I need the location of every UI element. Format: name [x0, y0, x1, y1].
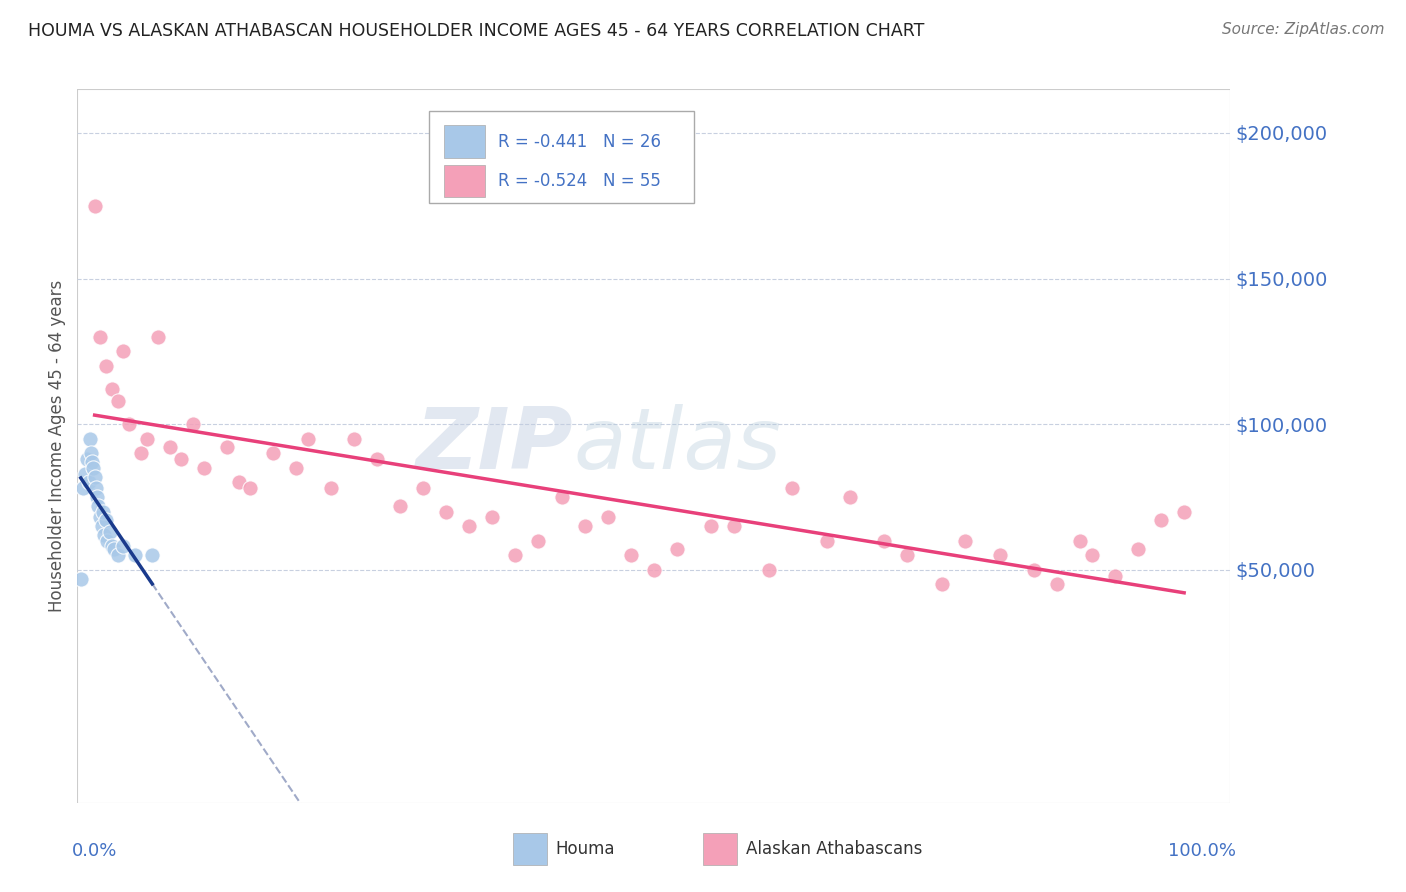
Point [815, 533, 838, 548]
Point [838, 490, 860, 504]
Point [96, 513, 118, 527]
Point [620, 548, 643, 562]
Point [93, 528, 115, 542]
Point [129, 446, 152, 460]
Point [89, 510, 111, 524]
Point [228, 475, 250, 490]
Point [1024, 563, 1046, 577]
Point [101, 540, 124, 554]
Point [90, 519, 112, 533]
Text: R = -0.524   N = 55: R = -0.524 N = 55 [498, 172, 661, 190]
Text: HOUMA VS ALASKAN ATHABASCAN HOUSEHOLDER INCOME AGES 45 - 64 YEARS CORRELATION CH: HOUMA VS ALASKAN ATHABASCAN HOUSEHOLDER … [28, 22, 925, 40]
Point [135, 432, 157, 446]
Point [107, 393, 129, 408]
Point [91, 504, 114, 518]
Point [1173, 504, 1195, 518]
Point [86, 490, 108, 504]
Point [193, 460, 215, 475]
Point [82, 460, 104, 475]
Point [481, 510, 503, 524]
Point [262, 446, 284, 460]
Point [723, 519, 745, 533]
Point [75, 467, 97, 481]
FancyBboxPatch shape [444, 164, 485, 197]
Point [389, 499, 412, 513]
Point [596, 510, 619, 524]
Point [1069, 533, 1091, 548]
Point [80, 446, 103, 460]
Text: 0.0%: 0.0% [72, 842, 117, 860]
Point [643, 563, 665, 577]
Point [217, 441, 239, 455]
Point [124, 548, 146, 562]
Point [527, 533, 550, 548]
Point [159, 441, 181, 455]
Point [87, 499, 110, 513]
Point [1104, 568, 1126, 582]
Text: R = -0.441   N = 26: R = -0.441 N = 26 [498, 133, 661, 151]
Point [412, 481, 434, 495]
Point [896, 548, 918, 562]
FancyBboxPatch shape [444, 125, 485, 158]
Y-axis label: Householder Income Ages 45 - 64 years: Householder Income Ages 45 - 64 years [48, 280, 66, 612]
Point [181, 417, 204, 432]
Point [101, 382, 124, 396]
Point [758, 563, 780, 577]
Point [319, 481, 342, 495]
Point [953, 533, 976, 548]
Point [1126, 542, 1149, 557]
Point [82, 455, 104, 469]
Point [76, 452, 98, 467]
Point [931, 577, 953, 591]
Point [239, 481, 262, 495]
Point [170, 452, 193, 467]
Text: atlas: atlas [574, 404, 782, 488]
Point [84, 481, 107, 495]
Point [297, 432, 319, 446]
FancyBboxPatch shape [513, 833, 547, 865]
Point [96, 359, 118, 373]
Text: Houma: Houma [555, 840, 616, 858]
Point [1150, 513, 1173, 527]
Point [665, 542, 688, 557]
Point [89, 330, 111, 344]
Point [112, 344, 135, 359]
Text: Alaskan Athabascans: Alaskan Athabascans [747, 840, 922, 858]
Point [83, 199, 105, 213]
Point [434, 504, 457, 518]
Point [1046, 577, 1069, 591]
Point [103, 542, 125, 557]
Point [873, 533, 896, 548]
Point [107, 548, 129, 562]
Point [98, 524, 121, 539]
Text: ZIP: ZIP [415, 404, 574, 488]
Text: Source: ZipAtlas.com: Source: ZipAtlas.com [1222, 22, 1385, 37]
Point [79, 432, 101, 446]
Point [112, 540, 135, 554]
Point [72, 481, 94, 495]
Point [505, 548, 527, 562]
Point [366, 452, 388, 467]
Point [780, 481, 803, 495]
Point [1081, 548, 1104, 562]
Point [118, 417, 141, 432]
Point [146, 330, 169, 344]
FancyBboxPatch shape [429, 111, 695, 203]
Point [96, 533, 118, 548]
Point [69, 572, 91, 586]
Point [988, 548, 1011, 562]
Point [285, 460, 308, 475]
Point [574, 519, 596, 533]
Point [77, 475, 100, 490]
Point [141, 548, 163, 562]
Point [700, 519, 723, 533]
Text: 100.0%: 100.0% [1168, 842, 1236, 860]
Point [343, 432, 366, 446]
Point [83, 469, 105, 483]
FancyBboxPatch shape [703, 833, 737, 865]
Point [550, 490, 572, 504]
Point [458, 519, 481, 533]
